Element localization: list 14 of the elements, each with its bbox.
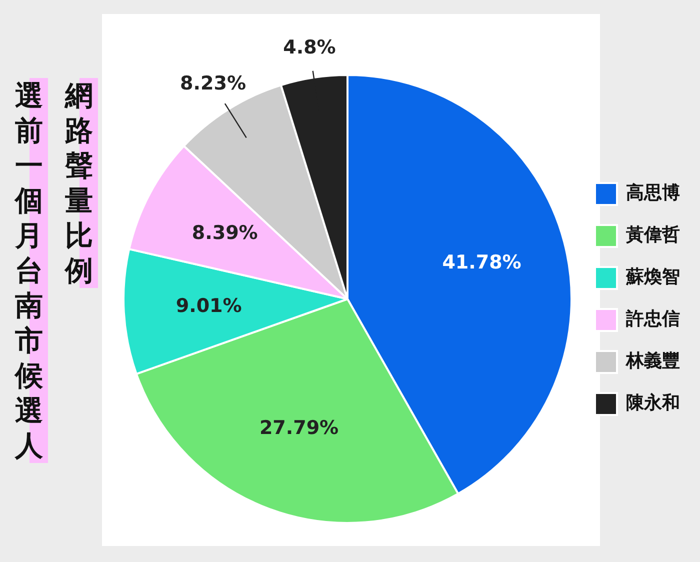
data-label: 8.39%: [192, 222, 258, 244]
legend-label: 林義豐: [625, 350, 680, 372]
legend-label: 黃偉哲: [625, 224, 680, 246]
data-label: 8.23%: [180, 72, 246, 94]
legend-label: 許忠信: [625, 308, 680, 330]
legend-label: 高思博: [626, 182, 680, 204]
data-label: 9.01%: [176, 295, 242, 318]
legend-label: 蘇煥智: [625, 266, 680, 288]
data-label: 27.79%: [259, 417, 339, 440]
text: 網路聲量比例: [64, 78, 98, 288]
legend-label: 陳永和: [626, 392, 680, 414]
data-label: 4.8%: [283, 36, 336, 59]
chart-title: 選前一個月台南市候選人: [15, 79, 43, 462]
data-label: 41.78%: [442, 251, 522, 274]
